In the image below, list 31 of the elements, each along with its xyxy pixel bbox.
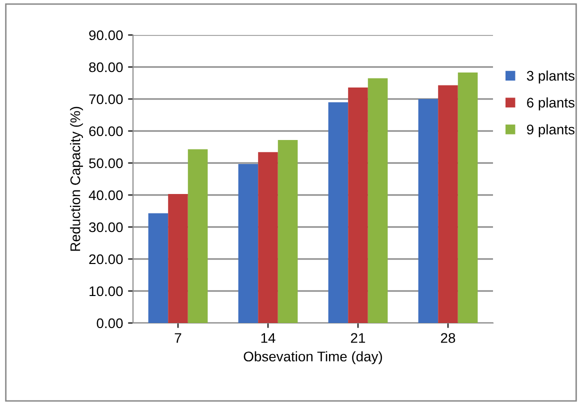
x-axis-title: Obsevation Time (day) (244, 351, 382, 364)
bar (368, 78, 388, 323)
bar (438, 85, 458, 323)
x-tick-label: 7 (174, 333, 182, 343)
y-tick-label: 40.00 (88, 190, 123, 200)
bar (458, 72, 478, 323)
bar (258, 152, 278, 323)
y-tick-label: 90.00 (89, 30, 123, 40)
y-tick-label: 80.00 (89, 62, 123, 72)
x-tick-label: 14 (261, 333, 276, 343)
y-tick-label: 0.00 (96, 318, 123, 328)
y-tick-label: 30.00 (89, 222, 123, 232)
bar (328, 102, 348, 323)
x-tick-label: 28 (440, 333, 456, 343)
bar (278, 140, 298, 323)
legend-label: 6 plants (527, 97, 574, 110)
y-tick-label: 10.00 (90, 286, 123, 296)
y-tick-label: 20.00 (89, 254, 123, 264)
bar (418, 99, 438, 323)
y-tick-label: 50.00 (89, 158, 123, 168)
legend-label: 9 plants (526, 124, 574, 138)
bar (238, 164, 258, 323)
bar (148, 213, 168, 323)
bar (168, 194, 188, 323)
bar (348, 87, 368, 323)
bar (188, 149, 208, 323)
x-tick-label: 21 (350, 333, 366, 343)
y-axis-title: Reduction Capacity (%) (70, 106, 83, 251)
y-tick-label: 60.00 (89, 126, 123, 136)
y-tick-label: 70.00 (89, 94, 123, 104)
legend-label: 3 plants (526, 70, 574, 84)
